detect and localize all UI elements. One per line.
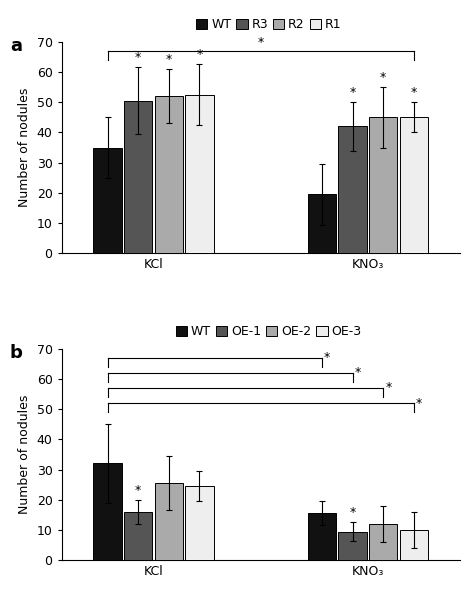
Y-axis label: Number of nodules: Number of nodules [18, 88, 31, 207]
Text: *: * [385, 381, 392, 395]
Text: *: * [135, 51, 141, 64]
Text: *: * [135, 484, 141, 496]
Bar [338, 532, 367, 560]
Text: *: * [324, 351, 330, 364]
Text: *: * [349, 86, 356, 99]
Text: *: * [410, 86, 417, 99]
Bar [369, 117, 397, 253]
Bar [400, 117, 428, 253]
Text: *: * [416, 396, 422, 409]
Bar [155, 483, 183, 560]
Bar [308, 513, 336, 560]
Bar [338, 126, 367, 253]
Y-axis label: Number of nodules: Number of nodules [18, 395, 31, 514]
Text: *: * [380, 71, 386, 84]
Bar [155, 96, 183, 253]
Bar [185, 95, 213, 253]
Bar [369, 524, 397, 560]
Text: b: b [10, 344, 23, 362]
Text: *: * [355, 367, 361, 379]
Text: *: * [166, 53, 172, 66]
Bar [93, 148, 122, 253]
Bar [308, 194, 336, 253]
Bar [124, 101, 152, 253]
Text: *: * [349, 507, 356, 520]
Bar [400, 530, 428, 560]
Bar [185, 486, 213, 560]
Legend: WT, OE-1, OE-2, OE-3: WT, OE-1, OE-2, OE-3 [176, 325, 361, 338]
Text: *: * [196, 48, 202, 61]
Text: a: a [10, 38, 22, 55]
Legend: WT, R3, R2, R1: WT, R3, R2, R1 [196, 18, 341, 32]
Text: *: * [257, 36, 264, 49]
Bar [124, 512, 152, 560]
Bar [93, 464, 122, 560]
